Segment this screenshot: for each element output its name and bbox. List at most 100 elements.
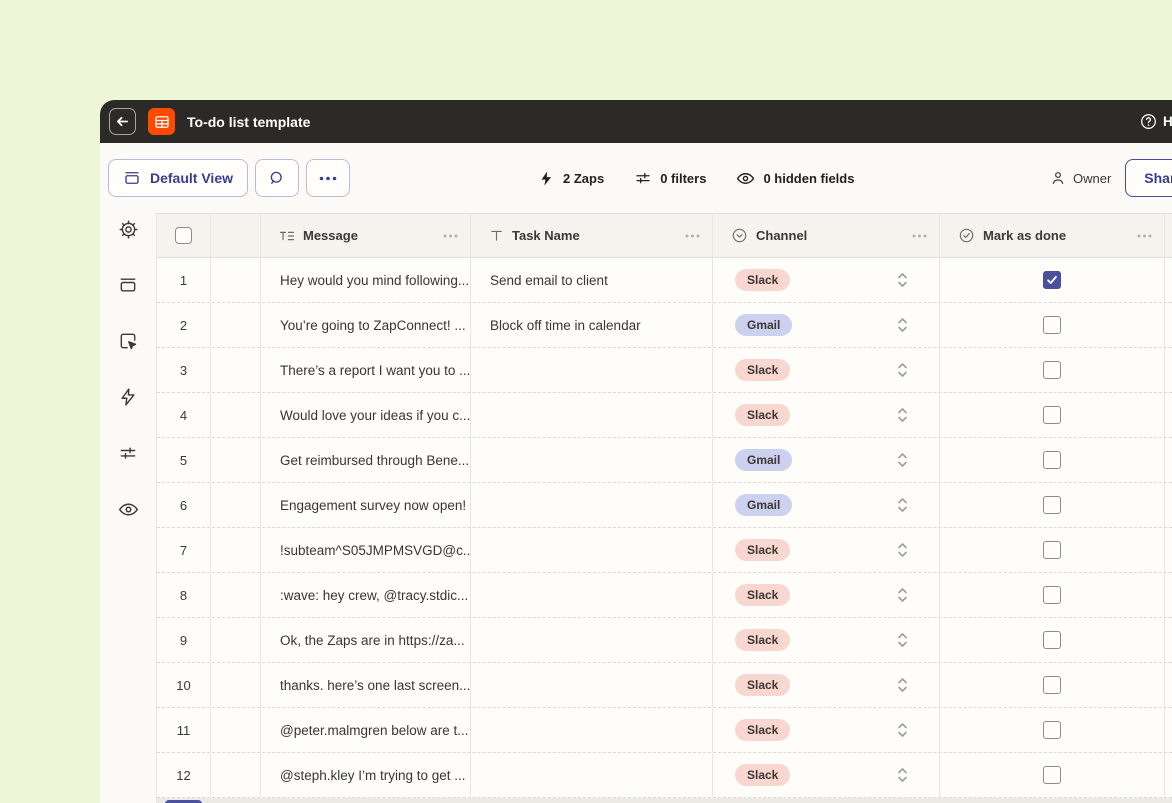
add-row-button-partial[interactable] — [165, 800, 202, 803]
row-expand-cell[interactable] — [211, 573, 261, 617]
channel-pill[interactable]: Slack — [735, 629, 791, 651]
row-expand-cell[interactable] — [211, 483, 261, 527]
chevron-updown-icon[interactable] — [896, 541, 909, 560]
task-cell[interactable] — [471, 663, 713, 707]
task-cell[interactable] — [471, 618, 713, 662]
channel-pill[interactable]: Slack — [735, 584, 791, 606]
select-all-checkbox[interactable] — [175, 227, 192, 244]
channel-pill[interactable]: Slack — [735, 539, 791, 561]
share-button[interactable]: Share — [1125, 159, 1172, 197]
hidden-fields-stat[interactable]: 0 hidden fields — [736, 169, 854, 188]
row-checkbox[interactable] — [1043, 406, 1061, 424]
chevron-updown-icon[interactable] — [896, 451, 909, 470]
sidebar-item-form[interactable] — [116, 329, 140, 353]
message-cell[interactable]: !subteam^S05JMPMSVGD@c... — [261, 528, 471, 572]
help-button[interactable]: Help — [1140, 100, 1172, 143]
message-cell[interactable]: Ok, the Zaps are in https://za... — [261, 618, 471, 662]
row-expand-cell[interactable] — [211, 708, 261, 752]
sidebar-item-filters[interactable] — [116, 441, 140, 465]
chevron-updown-icon[interactable] — [896, 271, 909, 290]
channel-pill[interactable]: Gmail — [735, 494, 793, 516]
task-cell[interactable]: Block off time in calendar — [471, 303, 713, 347]
row-expand-cell[interactable] — [211, 618, 261, 662]
row-expand-cell[interactable] — [211, 438, 261, 482]
row-expand-cell[interactable] — [211, 258, 261, 302]
message-cell[interactable]: There’s a report I want you to ... — [261, 348, 471, 392]
zaps-stat[interactable]: 2 Zaps — [538, 170, 604, 187]
channel-pill[interactable]: Gmail — [735, 314, 793, 336]
task-cell[interactable] — [471, 753, 713, 797]
chevron-updown-icon[interactable] — [896, 631, 909, 650]
channel-cell[interactable]: Slack — [713, 753, 940, 797]
task-cell[interactable] — [471, 528, 713, 572]
channel-cell[interactable]: Gmail — [713, 303, 940, 347]
chevron-updown-icon[interactable] — [896, 361, 909, 380]
row-expand-cell[interactable] — [211, 663, 261, 707]
message-cell[interactable]: @peter.malmgren below are t... — [261, 708, 471, 752]
column-menu-icon[interactable] — [443, 234, 458, 238]
task-cell[interactable] — [471, 708, 713, 752]
message-cell[interactable]: Hey would you mind following... — [261, 258, 471, 302]
task-cell[interactable] — [471, 483, 713, 527]
sidebar-item-hidden-fields[interactable] — [116, 497, 140, 521]
message-cell[interactable]: thanks. here’s one last screen... — [261, 663, 471, 707]
channel-cell[interactable]: Slack — [713, 528, 940, 572]
task-cell[interactable]: Send email to client — [471, 258, 713, 302]
row-expand-cell[interactable] — [211, 348, 261, 392]
sidebar-item-views[interactable] — [116, 273, 140, 297]
row-checkbox[interactable] — [1043, 586, 1061, 604]
channel-cell[interactable]: Slack — [713, 708, 940, 752]
chevron-updown-icon[interactable] — [896, 721, 909, 740]
column-menu-icon[interactable] — [685, 234, 700, 238]
column-header-channel[interactable]: Channel — [713, 214, 940, 257]
owner-indicator[interactable]: Owner — [1050, 170, 1111, 186]
search-button[interactable] — [255, 159, 299, 197]
row-checkbox[interactable] — [1043, 631, 1061, 649]
more-options-button[interactable] — [306, 159, 350, 197]
default-view-button[interactable]: Default View — [108, 159, 248, 197]
chevron-updown-icon[interactable] — [896, 496, 909, 515]
message-cell[interactable]: You’re going to ZapConnect! ... — [261, 303, 471, 347]
row-checkbox[interactable] — [1043, 271, 1061, 289]
channel-pill[interactable]: Slack — [735, 674, 791, 696]
channel-pill[interactable]: Slack — [735, 269, 791, 291]
channel-cell[interactable]: Slack — [713, 393, 940, 437]
column-menu-icon[interactable] — [912, 234, 927, 238]
row-checkbox[interactable] — [1043, 361, 1061, 379]
back-button[interactable] — [109, 108, 136, 135]
column-header-message[interactable]: Message — [261, 214, 471, 257]
row-checkbox[interactable] — [1043, 451, 1061, 469]
row-expand-cell[interactable] — [211, 303, 261, 347]
column-header-mark-as-done[interactable]: Mark as done — [940, 214, 1165, 257]
sidebar-item-settings[interactable] — [116, 217, 140, 241]
row-expand-cell[interactable] — [211, 528, 261, 572]
channel-cell[interactable]: Slack — [713, 663, 940, 707]
chevron-updown-icon[interactable] — [896, 406, 909, 425]
row-checkbox[interactable] — [1043, 721, 1061, 739]
chevron-updown-icon[interactable] — [896, 316, 909, 335]
column-header-task-name[interactable]: Task Name — [471, 214, 713, 257]
row-checkbox[interactable] — [1043, 316, 1061, 334]
chevron-updown-icon[interactable] — [896, 676, 909, 695]
message-cell[interactable]: Engagement survey now open! — [261, 483, 471, 527]
row-expand-cell[interactable] — [211, 753, 261, 797]
row-checkbox[interactable] — [1043, 496, 1061, 514]
message-cell[interactable]: @steph.kley I’m trying to get ... — [261, 753, 471, 797]
channel-cell[interactable]: Gmail — [713, 438, 940, 482]
message-cell[interactable]: Get reimbursed through Bene... — [261, 438, 471, 482]
sidebar-item-zaps[interactable] — [116, 385, 140, 409]
task-cell[interactable] — [471, 438, 713, 482]
task-cell[interactable] — [471, 348, 713, 392]
channel-cell[interactable]: Slack — [713, 348, 940, 392]
channel-cell[interactable]: Slack — [713, 573, 940, 617]
message-cell[interactable]: Would love your ideas if you c... — [261, 393, 471, 437]
chevron-updown-icon[interactable] — [896, 766, 909, 785]
channel-cell[interactable]: Slack — [713, 258, 940, 302]
channel-pill[interactable]: Slack — [735, 404, 791, 426]
row-checkbox[interactable] — [1043, 676, 1061, 694]
channel-cell[interactable]: Slack — [713, 618, 940, 662]
chevron-updown-icon[interactable] — [896, 586, 909, 605]
channel-pill[interactable]: Slack — [735, 764, 791, 786]
row-checkbox[interactable] — [1043, 766, 1061, 784]
column-menu-icon[interactable] — [1137, 234, 1152, 238]
